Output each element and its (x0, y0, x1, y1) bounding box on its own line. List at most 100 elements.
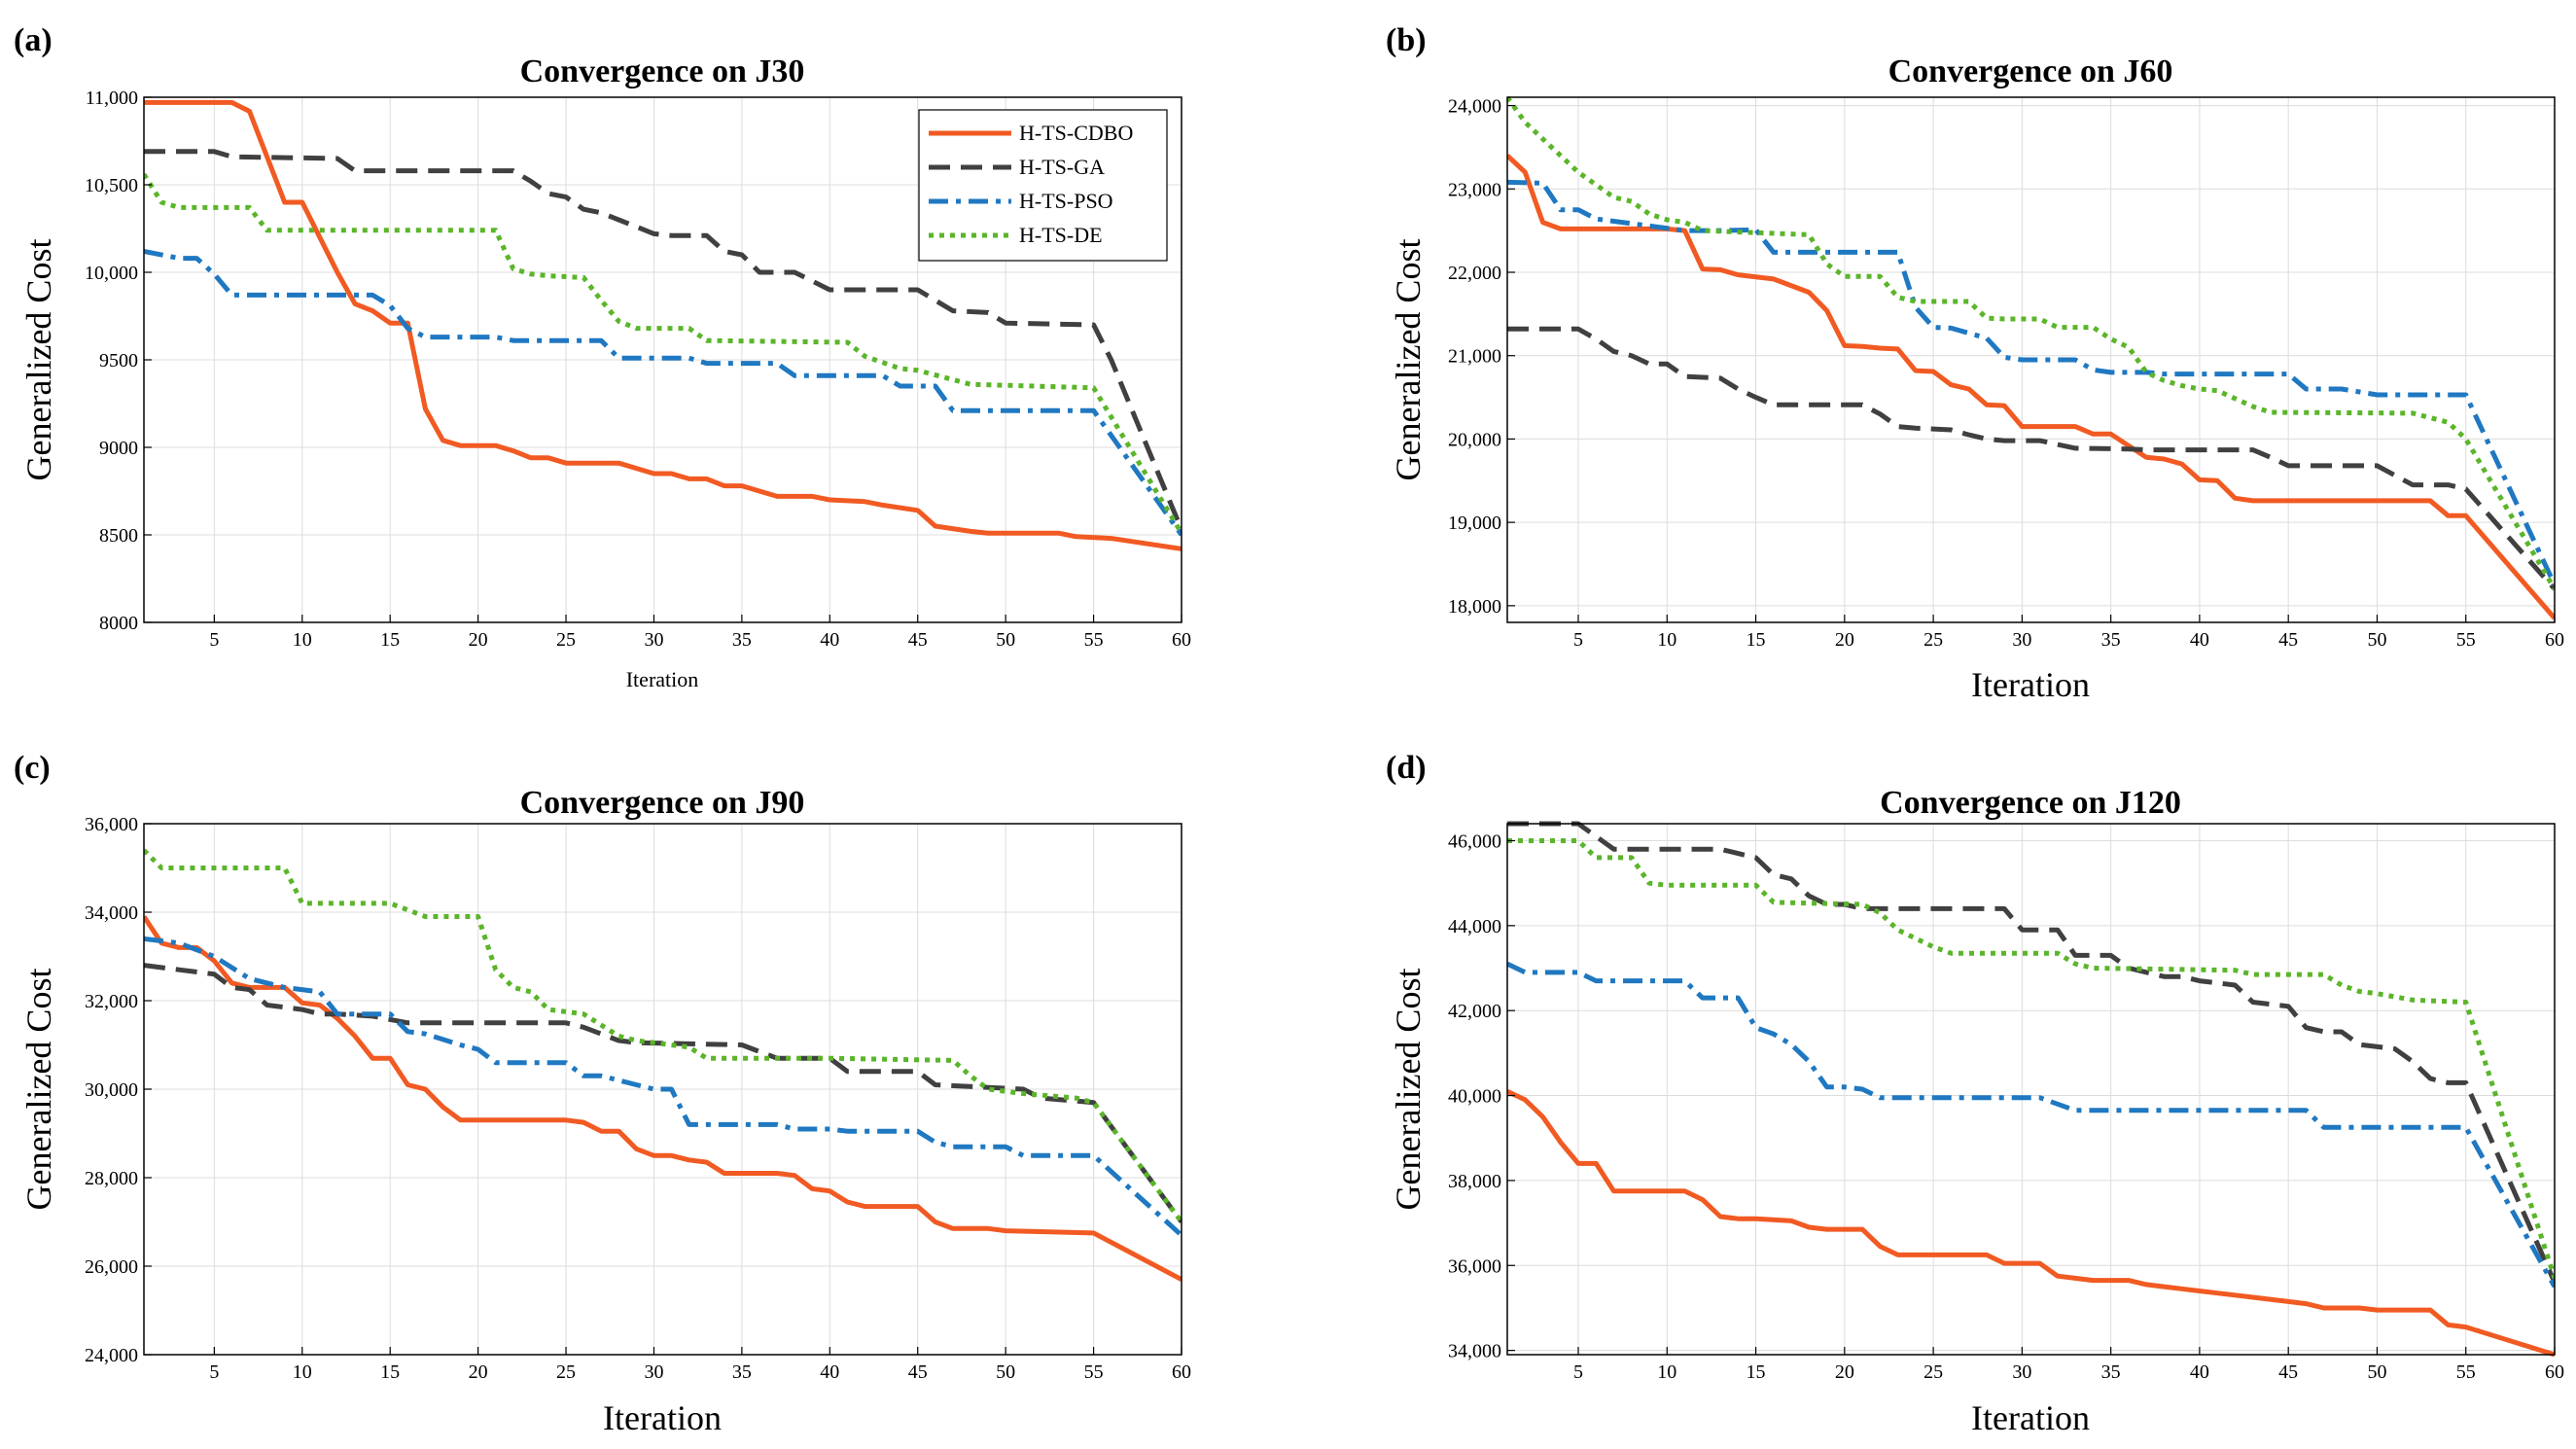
x-tick-label: 45 (908, 1361, 928, 1383)
series-line-h-ts-ga (144, 149, 1182, 531)
y-tick-label: 40,000 (1448, 1086, 1501, 1108)
x-tick-label: 45 (2278, 1361, 2298, 1383)
y-tick-label: 34,000 (1448, 1341, 1501, 1362)
x-tick-label: 25 (556, 1361, 576, 1383)
axes-frame (1506, 96, 2556, 623)
y-axis-label: Generalized Cost (1389, 239, 1428, 481)
y-tick-label: 9000 (99, 438, 138, 459)
x-tick-label: 15 (1747, 1361, 1766, 1383)
x-tick-label: 55 (1084, 629, 1104, 651)
y-axis-label: Generalized Cost (19, 969, 58, 1211)
x-axis-label: Iteration (1971, 665, 2090, 704)
x-tick-label: 40 (2190, 629, 2209, 651)
y-axis-label: Generalized Cost (19, 239, 58, 481)
panel-d: 5 10 15 20 25 30 35 40 45 50 55 60 34,000 36,000 38,00… (1386, 750, 2564, 1437)
legend-label-h-ts-ga: H-TS-GA (1019, 155, 1105, 179)
series-line-h-ts-de (144, 848, 1182, 1223)
x-tick-label: 20 (1835, 629, 1854, 651)
x-tick-label: 25 (1923, 1361, 1943, 1383)
y-tick-label: 22,000 (1448, 263, 1501, 284)
series-line-h-ts-pso (1507, 179, 2555, 586)
y-tick-label: 32,000 (85, 991, 138, 1012)
x-tick-label: 35 (2101, 1361, 2121, 1383)
x-tick-label: 15 (1747, 629, 1766, 651)
y-tick-label: 20,000 (1448, 429, 1501, 450)
y-tick-label: 11,000 (86, 88, 138, 109)
x-tick-label: 30 (2012, 1361, 2031, 1383)
y-tick-label: 8500 (99, 525, 138, 547)
plot-area (1507, 824, 2555, 1355)
y-tick-label: 9500 (99, 350, 138, 371)
y-tick-label: 36,000 (1448, 1255, 1501, 1277)
x-tick-label: 10 (1657, 1361, 1676, 1383)
y-tick-label: 8000 (99, 613, 138, 634)
axes-frame (1506, 823, 2556, 1356)
chart-title: Convergence on J60 (1888, 53, 2173, 89)
series-line-h-ts-cdbo (144, 915, 1182, 1282)
x-tick-label: 60 (1172, 1361, 1191, 1383)
x-tick-label: 15 (380, 1361, 400, 1383)
x-tick-label: 40 (2190, 1361, 2209, 1383)
x-tick-label: 20 (1835, 1361, 1854, 1383)
y-tick-label: 18,000 (1448, 596, 1501, 618)
x-tick-label: 25 (1923, 629, 1943, 651)
series-line-h-ts-pso (144, 936, 1182, 1238)
x-tick-label: 45 (2278, 629, 2298, 651)
x-tick-label: 30 (2012, 629, 2031, 651)
chart-title: Convergence on J120 (1880, 785, 2181, 821)
x-tick-label: 50 (996, 1361, 1015, 1383)
x-tick-label: 35 (2101, 629, 2121, 651)
y-tick-label: 24,000 (1448, 96, 1501, 118)
legend-label-h-ts-cdbo: H-TS-CDBO (1019, 121, 1133, 145)
y-tick-label: 28,000 (85, 1168, 138, 1189)
x-tick-label: 15 (380, 629, 400, 651)
x-axis-label: Iteration (626, 667, 699, 691)
series-line-h-ts-cdbo (1507, 154, 2555, 620)
x-axis-label: Iteration (1971, 1398, 2090, 1437)
x-tick-label: 20 (469, 629, 488, 651)
y-tick-label: 19,000 (1448, 512, 1501, 534)
panel-a: 5 10 15 20 25 30 35 40 45 50 55 60 8000 8500 9000 9500 1… (14, 22, 1191, 691)
x-tick-label: 10 (1657, 629, 1676, 651)
series-line-h-ts-ga (1507, 821, 2555, 1284)
y-tick-label: 10,000 (85, 263, 138, 284)
panel-label: (d) (1386, 750, 1427, 786)
series-line-h-ts-cdbo (144, 99, 1182, 551)
x-tick-label: 5 (209, 629, 219, 651)
y-tick-label: 46,000 (1448, 831, 1501, 852)
chart-title: Convergence on J90 (520, 785, 805, 821)
legend-label-h-ts-de: H-TS-DE (1019, 223, 1103, 247)
y-tick-label: 24,000 (85, 1345, 138, 1366)
panel-label: (a) (14, 22, 53, 58)
x-tick-label: 60 (2545, 1361, 2564, 1383)
panel-c: 5 10 15 20 25 30 35 40 45 50 55 60 24,000 26,000 28,00… (14, 750, 1191, 1437)
chart-title: Convergence on J30 (520, 53, 805, 89)
x-tick-label: 50 (2367, 1361, 2386, 1383)
y-tick-label: 26,000 (85, 1256, 138, 1278)
series-line-h-ts-de (1507, 838, 2555, 1280)
x-tick-label: 60 (2545, 629, 2564, 651)
series-line-h-ts-pso (144, 248, 1182, 537)
x-tick-label: 50 (2367, 629, 2386, 651)
series-line-h-ts-de (144, 172, 1182, 535)
x-tick-label: 40 (820, 629, 839, 651)
y-axis-label: Generalized Cost (1389, 969, 1428, 1211)
x-tick-label: 30 (644, 1361, 663, 1383)
y-tick-label: 30,000 (85, 1079, 138, 1101)
x-tick-label: 55 (1084, 1361, 1104, 1383)
y-tick-label: 34,000 (85, 902, 138, 924)
y-tick-label: 23,000 (1448, 179, 1501, 200)
x-tick-label: 5 (1573, 1361, 1583, 1383)
y-tick-label: 10,500 (85, 175, 138, 196)
x-tick-label: 5 (1573, 629, 1583, 651)
x-tick-label: 35 (732, 629, 752, 651)
x-tick-label: 30 (644, 629, 663, 651)
series-line-h-ts-ga (144, 963, 1182, 1223)
x-tick-label: 40 (820, 1361, 839, 1383)
x-tick-label: 10 (293, 629, 312, 651)
x-tick-label: 25 (556, 629, 576, 651)
y-tick-label: 38,000 (1448, 1171, 1501, 1192)
x-tick-label: 35 (732, 1361, 752, 1383)
x-tick-label: 45 (908, 629, 928, 651)
